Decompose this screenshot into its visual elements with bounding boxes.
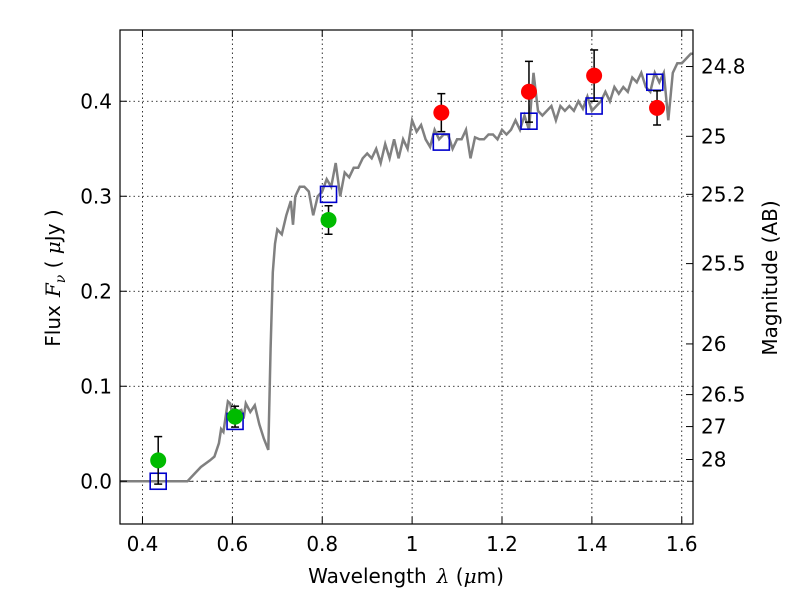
grid: [120, 30, 693, 524]
observed-optical-point: [150, 452, 167, 469]
x-axis-label-unit-mu: μ: [464, 564, 477, 588]
y2-tick-label: 27: [701, 415, 726, 439]
observed-nir-point: [649, 99, 666, 116]
y-axis-label-text: Flux: [41, 305, 65, 347]
y-axis-ticks: 0.0 0.1 0.2 0.3 0.4: [80, 89, 127, 493]
observed-optical-series: [150, 205, 337, 485]
observed-nir-series: [433, 49, 666, 133]
observed-nir-point: [520, 83, 537, 100]
x-tick-label: 1: [406, 532, 419, 556]
model-spectrum-line: [120, 52, 693, 483]
y2-tick-label: 26.5: [701, 383, 746, 407]
model-photometry-series: [149, 73, 664, 491]
y2-tick-label: 24.8: [701, 55, 746, 79]
x-tick-label: 1.6: [666, 532, 698, 556]
observed-optical-point: [320, 212, 337, 228]
x-axis-ticks: 0.4 0.6 0.8 1 1.2 1.4 1.6: [127, 30, 698, 556]
x-tick-label: 0.8: [306, 532, 338, 556]
x-tick-label: 1.4: [576, 532, 608, 556]
observed-nir-point: [433, 104, 450, 121]
y-axis-label-nu: ν: [53, 274, 69, 283]
y-axis-label-f: F: [41, 282, 65, 298]
y2-tick-label: 25.2: [701, 182, 746, 206]
x-tick-label: 0.6: [216, 532, 248, 556]
x-tick-label: 1.2: [486, 532, 518, 556]
x-axis-label-text: Wavelength: [308, 564, 427, 588]
model-photometry-point: [432, 133, 451, 151]
model-photometry-point: [319, 185, 338, 204]
y2-tick-label: 25: [701, 124, 726, 148]
y2-axis-ticks: 24.8 25 25.2 25.5 26 26.5 27 28: [686, 55, 746, 471]
y2-tick-label: 25.5: [701, 252, 746, 276]
observed-nir-point: [586, 67, 603, 84]
y-tick-label: 0.0: [80, 469, 112, 493]
x-tick-label: 0.4: [127, 532, 159, 556]
y-axis-label-unit-mu: μ: [41, 241, 65, 254]
y-tick-label: 0.3: [80, 184, 112, 208]
observed-optical-point: [227, 408, 244, 425]
x-axis-label-unit-open: (: [449, 564, 463, 588]
y-axis-label: Flux Fν ( μJy ): [41, 209, 69, 346]
y-tick-label: 0.2: [80, 279, 112, 303]
x-axis-label-lambda: λ: [436, 564, 450, 588]
y-tick-label: 0.4: [80, 89, 112, 113]
y2-tick-label: 26: [701, 332, 726, 356]
x-axis-label: Wavelength λ (μm): [308, 564, 504, 588]
x-axis-label-unit-close: m): [477, 564, 504, 588]
y-axis-label-unit-close: Jy ): [41, 209, 65, 243]
y2-tick-label: 28: [701, 447, 726, 471]
y-tick-label: 0.1: [80, 374, 112, 398]
y2-axis-label: Magnitude (AB): [758, 200, 782, 355]
plot-frame: [119, 29, 694, 525]
y-axis-label-unit-open: (: [41, 254, 65, 275]
